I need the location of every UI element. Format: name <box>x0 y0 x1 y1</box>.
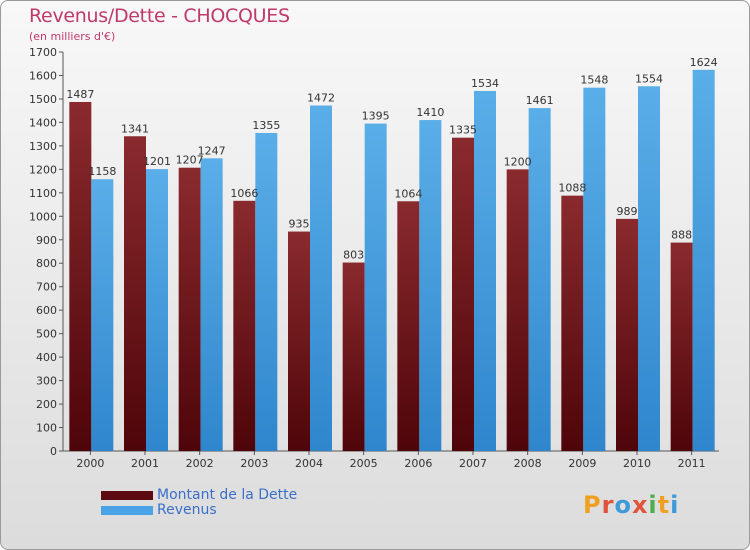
y-tick-label: 1500 <box>29 93 57 106</box>
bar-debt <box>233 200 256 451</box>
bar-revenue <box>91 179 114 452</box>
y-tick-label: 600 <box>36 304 57 317</box>
bar-debt <box>561 195 584 451</box>
x-tick-label: 2003 <box>240 457 268 470</box>
bar-revenue <box>310 105 332 451</box>
bar-debt <box>69 101 92 451</box>
x-tick-label: 2002 <box>186 457 214 470</box>
data-label-revenue: 1472 <box>307 92 335 105</box>
logo-letter: t <box>657 491 671 519</box>
data-label-debt: 1335 <box>449 124 477 137</box>
bar-revenue <box>419 120 442 452</box>
x-tick-label: 2011 <box>678 457 706 470</box>
y-tick-label: 700 <box>36 281 57 294</box>
y-tick-label: 200 <box>36 398 57 411</box>
x-tick-label: 2001 <box>131 457 159 470</box>
data-label-revenue: 1395 <box>362 110 390 123</box>
y-tick-label: 400 <box>36 351 57 364</box>
logo-letter: x <box>631 491 649 519</box>
y-tick-label: 1400 <box>29 116 57 129</box>
bar-debt <box>342 262 365 451</box>
x-tick-label: 2004 <box>295 457 323 470</box>
logo-letter: i <box>670 491 680 519</box>
y-tick-label: 500 <box>36 328 57 341</box>
y-tick-label: 0 <box>50 445 57 458</box>
y-tick-label: 300 <box>36 375 57 388</box>
y-tick-label: 1300 <box>29 140 57 153</box>
x-tick-label: 2000 <box>76 457 104 470</box>
data-label-debt: 1200 <box>504 155 532 168</box>
x-tick-label: 2005 <box>350 457 378 470</box>
x-tick-label: 2007 <box>459 457 487 470</box>
y-tick-label: 900 <box>36 234 57 247</box>
bar-revenue <box>146 169 168 452</box>
bar-revenue <box>638 86 660 451</box>
legend-label-revenue: Revenus <box>157 502 217 518</box>
data-label-revenue: 1247 <box>198 144 226 157</box>
y-tick-label: 1100 <box>29 187 57 200</box>
bar-revenue <box>474 90 496 451</box>
data-label-revenue: 1355 <box>252 119 280 132</box>
legend-item-debt: Montant de la Dette <box>101 488 297 503</box>
data-label-debt: 1487 <box>66 88 94 101</box>
proxiti-logo: Proxiti <box>583 491 679 519</box>
data-label-revenue: 1548 <box>580 74 608 87</box>
logo-letter: P <box>583 491 602 519</box>
data-label-revenue: 1158 <box>88 165 116 178</box>
bar-revenue <box>528 108 551 452</box>
bar-debt <box>178 167 201 451</box>
x-tick-label: 2009 <box>568 457 596 470</box>
bar-debt <box>506 169 529 451</box>
y-tick-label: 1700 <box>29 46 57 59</box>
data-label-revenue: 1201 <box>143 155 171 168</box>
legend-swatch-revenue <box>101 506 153 515</box>
logo-letter: o <box>614 491 632 519</box>
legend: Montant de la Dette Revenus <box>101 488 297 518</box>
bar-debt <box>288 231 310 451</box>
bar-debt <box>670 242 693 451</box>
data-label-debt: 935 <box>289 218 310 231</box>
logo-letter: i <box>648 491 658 519</box>
data-label-debt: 1207 <box>176 154 204 167</box>
bar-revenue <box>200 158 223 451</box>
bar-revenue <box>692 69 715 451</box>
data-label-revenue: 1624 <box>690 56 718 69</box>
data-label-revenue: 1554 <box>635 72 663 85</box>
y-tick-label: 1200 <box>29 163 57 176</box>
x-tick-label: 2008 <box>514 457 542 470</box>
data-label-revenue: 1410 <box>416 106 444 119</box>
chart-title: Revenus/Dette - CHOCQUES <box>29 5 290 27</box>
y-tick-label: 1600 <box>29 69 57 82</box>
bar-debt <box>397 201 420 451</box>
bar-debt <box>616 218 638 451</box>
data-label-debt: 1341 <box>121 122 149 135</box>
y-tick-label: 1000 <box>29 210 57 223</box>
y-tick-label: 100 <box>36 422 57 435</box>
legend-swatch-debt <box>101 491 153 500</box>
data-label-debt: 1088 <box>558 182 586 195</box>
bar-debt <box>452 137 474 451</box>
x-tick-label: 2006 <box>404 457 432 470</box>
data-label-debt: 803 <box>343 249 364 262</box>
chart-subtitle: (en milliers d'€) <box>29 30 116 43</box>
bar-debt <box>124 136 146 452</box>
bar-revenue <box>583 87 606 451</box>
data-label-debt: 888 <box>671 229 692 242</box>
data-label-debt: 989 <box>617 205 638 218</box>
legend-label-debt: Montant de la Dette <box>157 487 298 503</box>
y-tick-label: 800 <box>36 257 57 270</box>
data-label-debt: 1064 <box>394 187 422 200</box>
data-label-debt: 1066 <box>230 187 258 200</box>
legend-item-revenue: Revenus <box>101 503 297 518</box>
logo-letter: r <box>601 491 615 519</box>
x-tick-label: 2010 <box>623 457 651 470</box>
bar-revenue <box>255 132 278 452</box>
data-label-revenue: 1461 <box>526 94 554 107</box>
bar-revenue <box>364 123 387 451</box>
data-label-revenue: 1534 <box>471 77 499 90</box>
